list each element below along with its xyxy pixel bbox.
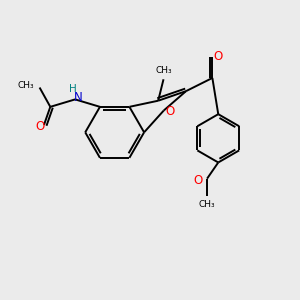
Text: CH₃: CH₃ — [156, 66, 172, 75]
Text: N: N — [74, 92, 82, 104]
Text: O: O — [35, 120, 44, 133]
Text: O: O — [194, 174, 203, 187]
Text: CH₃: CH₃ — [199, 200, 215, 209]
Text: O: O — [165, 105, 174, 118]
Text: CH₃: CH₃ — [18, 81, 34, 90]
Text: H: H — [69, 84, 76, 94]
Text: O: O — [213, 50, 222, 63]
